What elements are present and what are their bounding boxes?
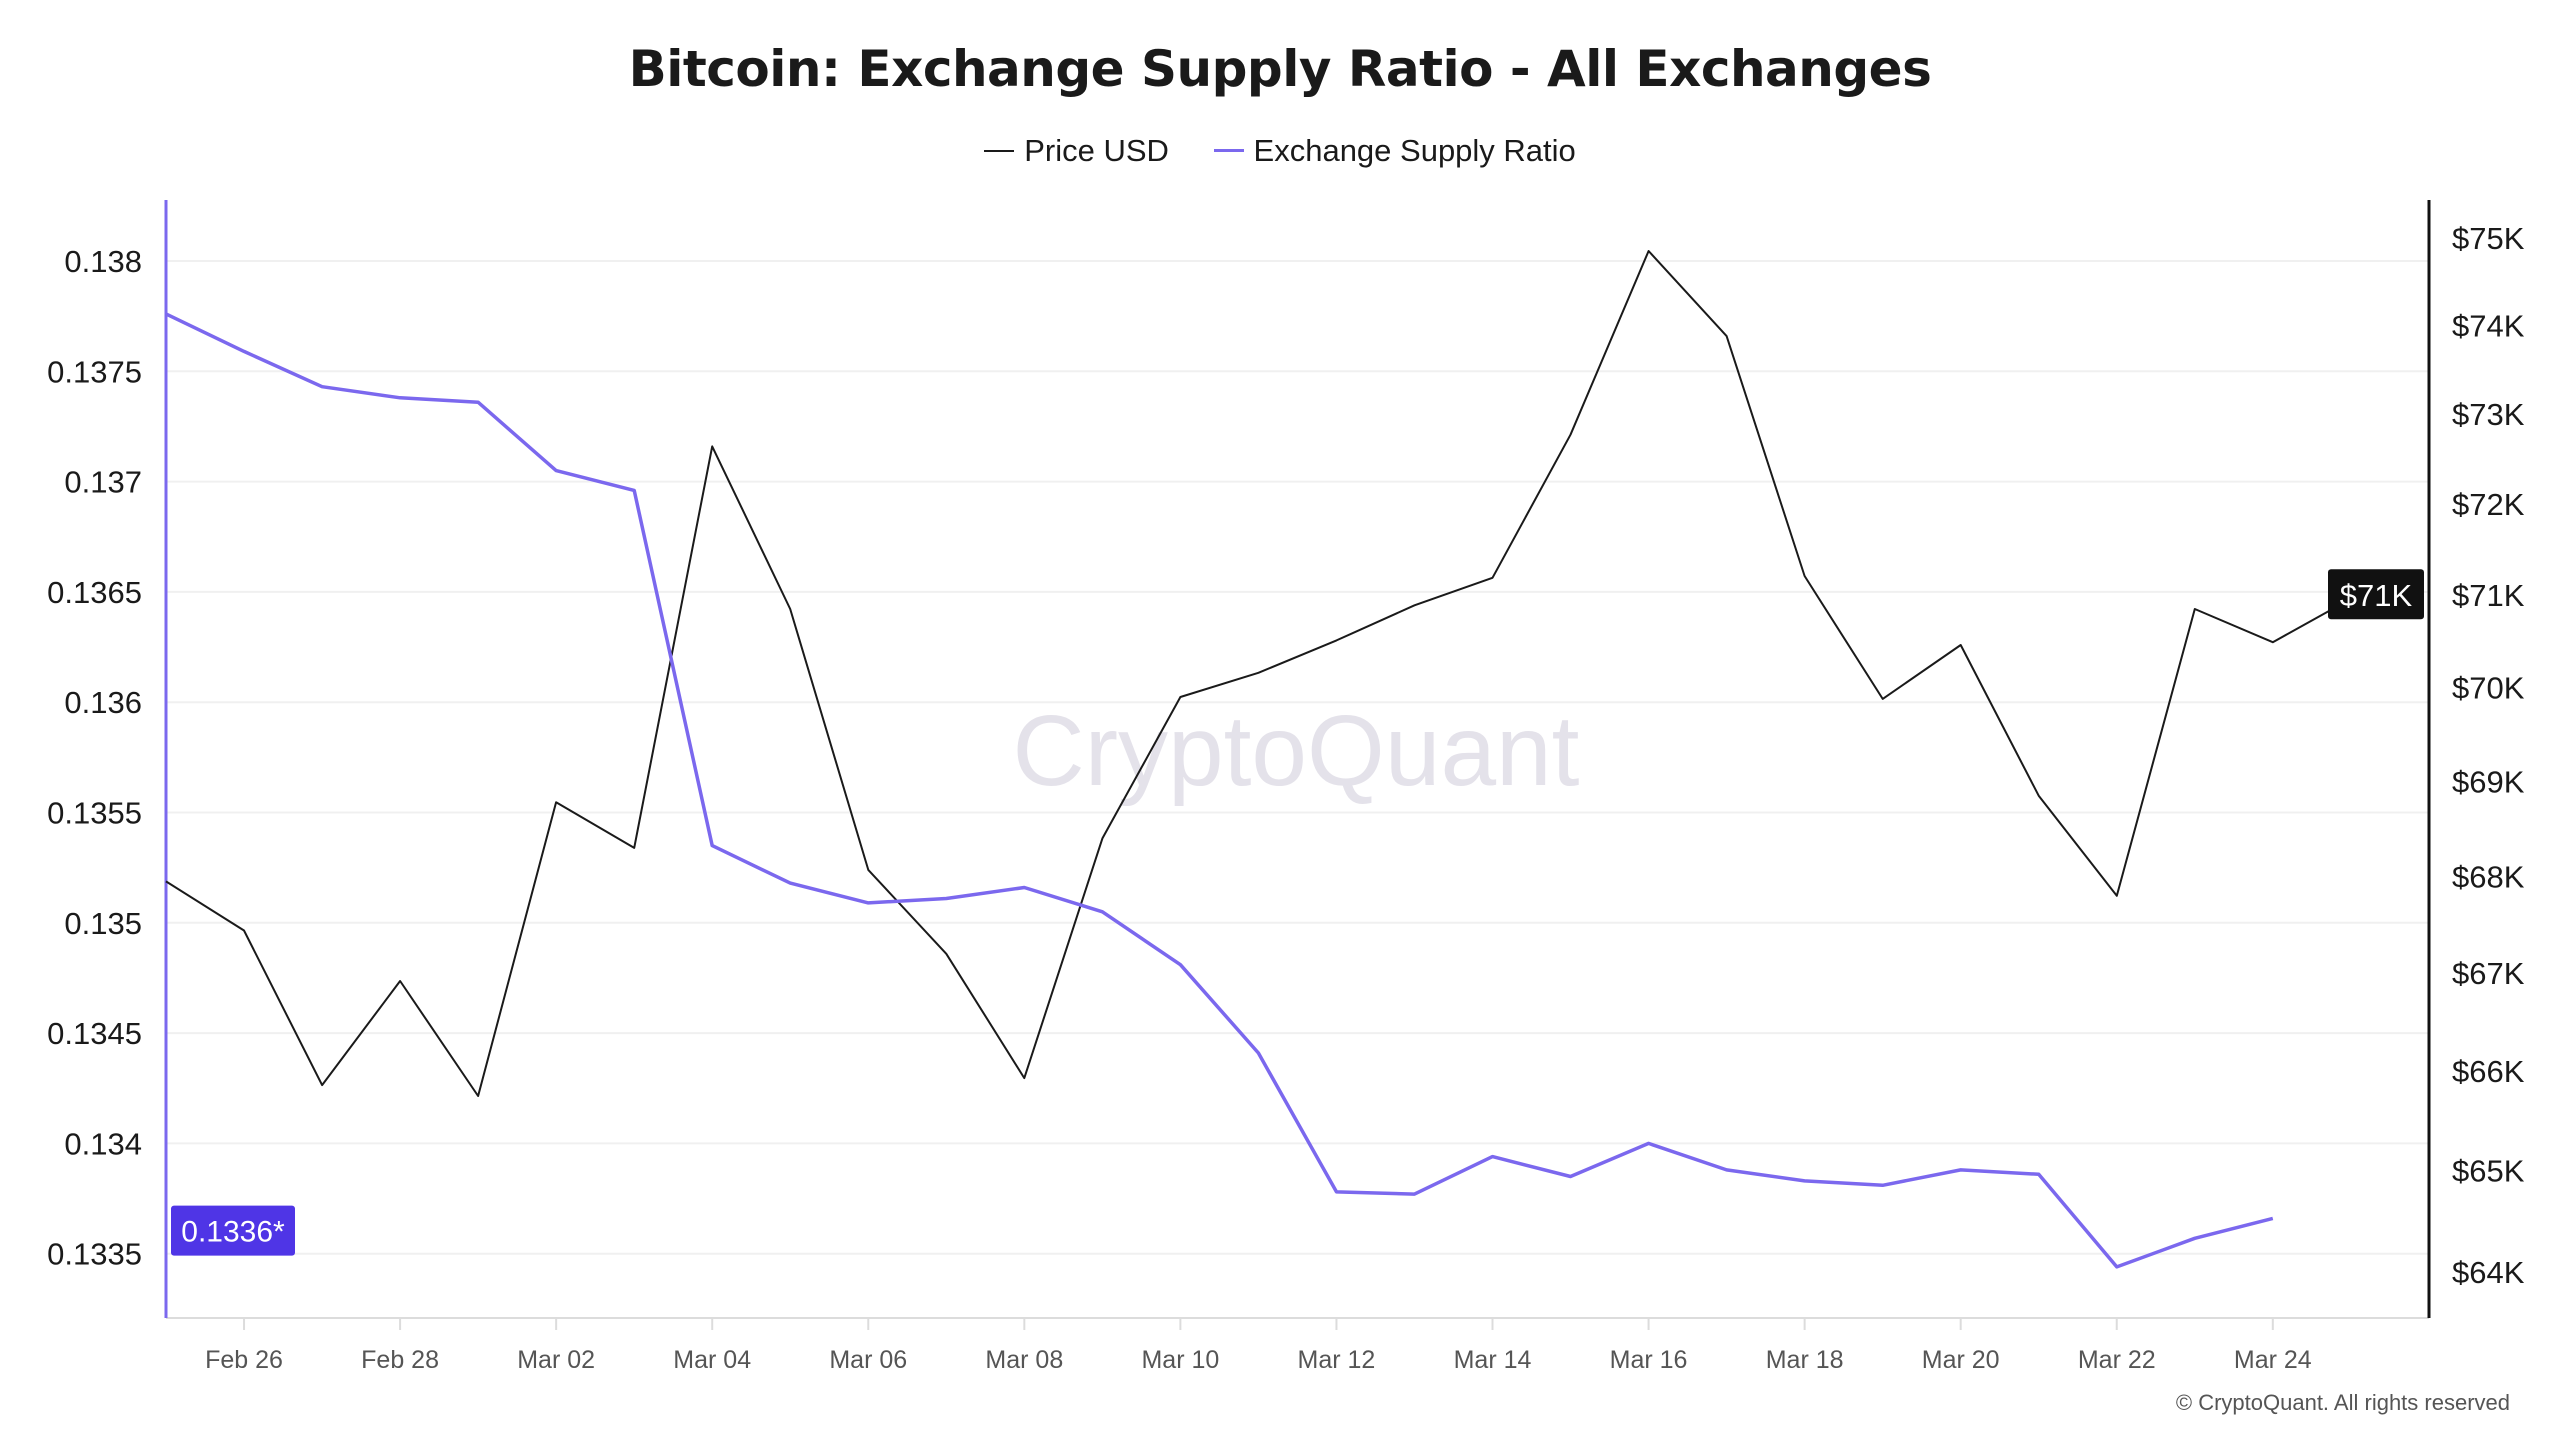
right-tick-label: $73K	[2452, 397, 2525, 432]
right-tick-label: $72K	[2452, 487, 2525, 522]
left-tick-label: 0.135	[64, 906, 142, 941]
x-tick-label: Mar 08	[985, 1346, 1063, 1374]
legend-item-price[interactable]: Price USD	[984, 133, 1169, 169]
chart-title: Bitcoin: Exchange Supply Ratio - All Exc…	[628, 40, 1932, 98]
right-tick-label: $75K	[2452, 221, 2525, 256]
x-tick-label: Mar 02	[517, 1346, 595, 1374]
current-ratio-label: 0.1336*	[181, 1216, 285, 1249]
series-line-price-usd	[165, 250, 2352, 1097]
left-tick-label: 0.1355	[47, 796, 142, 831]
x-tick-label: Mar 04	[673, 1346, 751, 1374]
legend-swatch-price	[984, 150, 1015, 152]
right-tick-label: $66K	[2452, 1054, 2525, 1089]
right-tick-label: $64K	[2452, 1255, 2525, 1290]
right-tick-label: $74K	[2452, 308, 2525, 343]
current-price-label: $71K	[2340, 578, 2413, 613]
x-tick-label: Feb 26	[205, 1346, 283, 1374]
right-tick-label: $70K	[2452, 671, 2525, 706]
legend-item-ratio[interactable]: Exchange Supply Ratio	[1213, 132, 1576, 169]
x-tick-label: Mar 16	[1610, 1346, 1688, 1374]
x-tick-label: Mar 24	[2234, 1346, 2312, 1374]
right-tick-label: $69K	[2452, 764, 2525, 799]
right-tick-label: $67K	[2452, 956, 2525, 991]
left-tick-label: 0.1345	[47, 1016, 142, 1051]
left-tick-label: 0.1335	[47, 1237, 142, 1272]
left-tick-label: 0.1375	[47, 354, 142, 389]
right-tick-label: $65K	[2452, 1154, 2525, 1189]
copyright: © CryptoQuant. All rights reserved	[2175, 1390, 2510, 1415]
right-tick-label: $71K	[2452, 578, 2525, 613]
legend-label-ratio: Exchange Supply Ratio	[1253, 132, 1576, 168]
legend-label-price: Price USD	[1024, 133, 1169, 168]
legend-swatch-ratio	[1213, 149, 1244, 152]
left-tick-label: 0.134	[64, 1126, 142, 1161]
x-tick-label: Mar 14	[1454, 1346, 1532, 1374]
legend: Price USD Exchange Supply Ratio	[0, 124, 2560, 169]
x-tick-label: Feb 28	[361, 1346, 439, 1374]
x-tick-label: Mar 10	[1141, 1346, 1219, 1374]
x-tick-label: Mar 06	[829, 1346, 907, 1374]
left-tick-label: 0.138	[64, 244, 142, 279]
left-tick-label: 0.137	[64, 465, 142, 500]
current-price-badge	[2328, 569, 2424, 620]
current-ratio-badge	[171, 1205, 295, 1256]
left-tick-label: 0.136	[64, 685, 142, 720]
left-tick-label: 0.1365	[47, 575, 142, 610]
x-tick-label: Mar 12	[1298, 1346, 1376, 1374]
x-tick-label: Mar 22	[2078, 1346, 2156, 1374]
watermark: CryptoQuant	[1013, 695, 1580, 807]
right-tick-label: $68K	[2452, 860, 2525, 895]
x-tick-label: Mar 18	[1766, 1346, 1844, 1374]
x-tick-label: Mar 20	[1922, 1346, 2000, 1374]
series-line-exchange-supply-ratio	[165, 312, 2274, 1269]
